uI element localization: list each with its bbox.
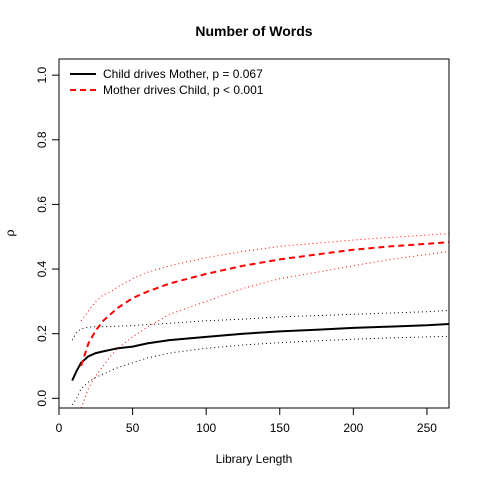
legend-label-mother-drives-child: Mother drives Child, p < 0.001 <box>103 83 264 97</box>
y-axis-label: ρ <box>3 229 17 236</box>
y-tick-label: 1.0 <box>35 66 49 83</box>
x-tick-label: 50 <box>126 421 140 435</box>
x-axis-label: Library Length <box>216 452 293 466</box>
legend: Child drives Mother, p = 0.067 Mother dr… <box>70 67 264 97</box>
x-tick-label: 150 <box>270 421 290 435</box>
x-tick-label: 200 <box>343 421 363 435</box>
chart-title: Number of Words <box>195 23 312 39</box>
series-line-child-drives-mother <box>71 323 449 381</box>
y-tick-label: 0.4 <box>35 260 49 277</box>
series-lower-bound-child-drives-mother <box>71 335 449 406</box>
x-tick-label: 100 <box>196 421 216 435</box>
y-tick-label: 0.6 <box>35 196 49 213</box>
x-tick-label: 250 <box>417 421 437 435</box>
y-tick-label: 0.8 <box>35 131 49 148</box>
x-axis: 0 50 100 150 200 250 <box>56 407 437 435</box>
series-layer <box>71 233 449 408</box>
y-tick-label: 0.2 <box>35 325 49 342</box>
series-lower-bound-mother-drives-child <box>80 250 449 408</box>
legend-label-child-drives-mother: Child drives Mother, p = 0.067 <box>103 67 263 81</box>
y-axis: 0.0 0.2 0.4 0.6 0.8 1.0 <box>35 66 60 407</box>
y-tick-label: 0.0 <box>35 390 49 407</box>
x-tick-label: 0 <box>56 421 63 435</box>
